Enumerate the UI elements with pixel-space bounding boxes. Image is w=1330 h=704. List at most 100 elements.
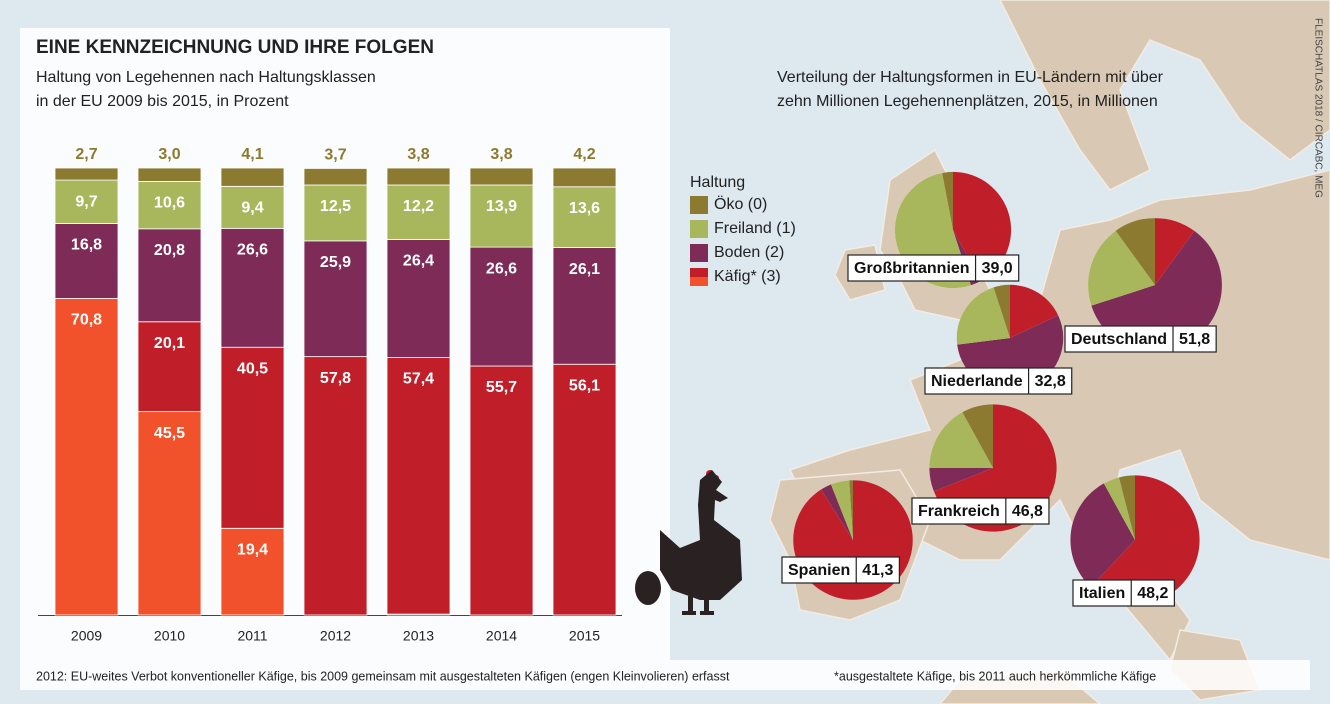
country-label: Frankreich 46,8	[911, 497, 1050, 525]
pie-slice	[956, 287, 1010, 345]
subtitle: Haltung von Legehennen nach Haltungsklas…	[36, 69, 376, 86]
legend-swatch	[690, 277, 708, 286]
hen-illustration	[635, 470, 742, 615]
bar-segment	[54, 223, 119, 299]
value-label: 13,6	[569, 200, 600, 217]
value-label: 10,6	[154, 195, 185, 212]
country-label: Niederlande 32,8	[924, 367, 1073, 395]
label-box	[924, 367, 1073, 395]
value-label: 4,1	[241, 146, 263, 163]
bar-segment	[54, 167, 119, 181]
legend-swatch	[690, 196, 708, 214]
country-total: 32,8	[1035, 373, 1066, 390]
value-label: 12,5	[320, 198, 351, 215]
country-total: 51,8	[1179, 331, 1210, 348]
pie-slice	[1088, 230, 1155, 306]
bar-segment	[303, 168, 368, 186]
value-label: 56,1	[569, 377, 600, 394]
country-name: Italien	[1079, 585, 1125, 602]
bar-segment	[220, 346, 285, 529]
pie-slice	[1090, 475, 1200, 605]
pie-slice	[993, 284, 1010, 338]
country-label: Spanien 41,3	[781, 556, 900, 584]
footnote: 2012: EU-weites Verbot konventioneller K…	[36, 669, 730, 683]
label-box	[911, 497, 1050, 525]
bar-segment	[386, 167, 451, 186]
bar-segment	[469, 246, 534, 367]
pie-slice	[929, 468, 993, 492]
label-box	[847, 254, 1020, 282]
bar-segment	[137, 411, 202, 616]
value-label: 9,7	[75, 193, 97, 210]
bar-segment	[552, 363, 617, 616]
pie-slice	[1091, 230, 1222, 352]
bar-segment	[220, 227, 285, 348]
pie-slice	[1103, 477, 1135, 540]
x-tick-label: 2010	[154, 628, 185, 644]
x-tick-label: 2014	[486, 628, 517, 644]
bar-segment	[220, 167, 285, 187]
value-label: 9,4	[241, 200, 263, 217]
value-label: 57,4	[403, 371, 434, 388]
legend-title: Haltung	[690, 174, 745, 191]
footnote: *ausgestaltete Käfige, bis 2011 auch her…	[834, 669, 1156, 683]
legend-label: Boden (2)	[714, 244, 784, 261]
country-total: 39,0	[982, 260, 1013, 277]
bar-segment	[469, 184, 534, 248]
bar-segment	[552, 186, 617, 248]
pie-slice	[962, 404, 993, 468]
value-label: 26,1	[569, 261, 600, 278]
x-tick-label: 2011	[237, 628, 267, 644]
x-tick-label: 2013	[403, 628, 434, 644]
pie-slice	[953, 171, 1012, 281]
bar-segment	[220, 527, 285, 616]
footer-panel	[20, 660, 1310, 690]
label-box	[1064, 325, 1217, 353]
pie-slice	[1155, 218, 1195, 285]
bar-segment	[137, 228, 202, 323]
value-label: 2,7	[75, 146, 97, 163]
value-label: 3,0	[158, 146, 180, 163]
value-label: 12,2	[403, 198, 434, 215]
country-name: Spanien	[788, 562, 850, 579]
legend-label: Öko (0)	[714, 195, 767, 213]
legend-label: Freiland (1)	[714, 220, 796, 237]
country-total: 46,8	[1012, 503, 1043, 520]
pie-slice	[1118, 475, 1135, 540]
value-label: 55,7	[486, 379, 517, 396]
value-label: 70,8	[71, 312, 102, 329]
pie-slice	[1070, 483, 1135, 588]
bar-segment	[54, 298, 119, 616]
legend-swatch	[690, 220, 708, 238]
legend-swatch	[690, 244, 708, 262]
value-label: 20,1	[154, 335, 185, 352]
country-label: Deutschland 51,8	[1064, 325, 1217, 353]
bar-segment	[137, 181, 202, 230]
value-label: 13,9	[486, 198, 517, 215]
bar-segment	[552, 167, 617, 188]
pie-slice	[830, 480, 853, 540]
bar-segment	[386, 239, 451, 358]
value-label: 45,5	[154, 425, 185, 442]
value-label: 16,8	[71, 237, 102, 254]
country-total: 48,2	[1137, 585, 1168, 602]
value-label: 19,4	[237, 542, 268, 559]
pie-slice	[929, 412, 993, 468]
value-label: 3,7	[324, 147, 346, 164]
value-label: 26,6	[237, 242, 268, 259]
bar-segment	[137, 167, 202, 182]
country-label: Großbritannien 39,0	[847, 254, 1020, 282]
country-label: Italien 48,2	[1072, 579, 1175, 607]
pie-slice	[942, 171, 953, 230]
value-label: 26,6	[486, 260, 517, 277]
value-label: 3,8	[407, 146, 429, 163]
subtitle: in der EU 2009 bis 2015, in Prozent	[36, 93, 289, 110]
bar-segment	[469, 365, 534, 616]
value-label: 57,8	[320, 370, 351, 387]
country-name: Frankreich	[918, 503, 1000, 520]
value-label: 4,2	[573, 146, 595, 163]
label-box	[781, 556, 900, 584]
x-tick-label: 2009	[71, 628, 102, 644]
pie-slice	[1010, 284, 1059, 338]
bar-segment	[220, 185, 285, 229]
